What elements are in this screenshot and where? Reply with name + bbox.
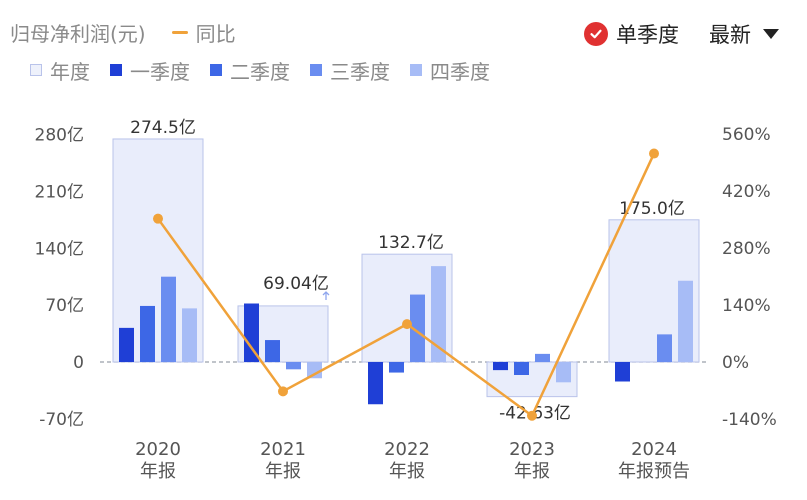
- quarter-bar-q3: [657, 334, 672, 362]
- quarter-toggle-label[interactable]: 单季度: [616, 23, 679, 47]
- legend-q1-label: 一季度: [130, 59, 190, 84]
- y-left-tick-label: 140亿: [35, 239, 84, 259]
- yoy-line-swatch: [171, 30, 188, 34]
- legend-row-quarters: 年度 一季度 二季度 三季度 四季度: [30, 56, 510, 84]
- quarter-bar-q1: [119, 327, 134, 362]
- legend-annual-label: 年度: [50, 59, 90, 84]
- up-arrow-icon: [322, 291, 330, 300]
- annual-value-label: 69.04亿: [263, 274, 329, 294]
- quarter-bar-q3: [286, 362, 301, 370]
- annual-value-label: 274.5亿: [130, 118, 196, 138]
- x-category-label: 2023 年报: [509, 439, 555, 482]
- legend-annual[interactable]: 年度: [30, 56, 90, 85]
- chart-controls: 单季度 最新: [584, 14, 779, 54]
- legend-q3[interactable]: 三季度: [310, 56, 390, 85]
- q4-swatch: [410, 64, 422, 76]
- q3-swatch: [310, 64, 322, 76]
- q1-swatch: [110, 64, 122, 76]
- x-category-label: 2022 年报: [384, 439, 430, 482]
- quarter-bar-q3: [161, 276, 176, 362]
- quarter-bar-q4: [678, 280, 693, 362]
- annual-swatch: [30, 64, 42, 76]
- y-left-tick-label: 280亿: [35, 126, 84, 146]
- quarter-bar-q4: [307, 362, 322, 379]
- chart-header: 归母净利润(元) 同比 年度 一季度 二季度 三季度 四季度: [0, 0, 807, 88]
- annual-value-label: 132.7亿: [378, 233, 444, 253]
- sort-label: 最新: [709, 23, 751, 47]
- y-left-tick-label: 0: [73, 353, 84, 373]
- legend-yoy-label: 同比: [195, 21, 236, 46]
- yoy-point: [153, 213, 163, 224]
- legend-q4[interactable]: 四季度: [410, 56, 490, 85]
- quarter-bar-q2: [514, 362, 529, 375]
- y-right-tick-label: 420%: [722, 182, 771, 202]
- quarter-bar-q1: [615, 362, 630, 382]
- quarter-bar-q1: [493, 362, 508, 371]
- annual-value-label: 175.0亿: [619, 199, 685, 219]
- quarter-bar-q3: [410, 294, 425, 362]
- y-right-tick-label: 0%: [722, 353, 749, 373]
- quarter-bar-q2: [389, 362, 404, 373]
- y-right-tick-label: -140%: [722, 410, 777, 430]
- x-category-label: 2020 年报: [135, 439, 181, 482]
- legend-q3-label: 三季度: [330, 59, 390, 84]
- quarter-bar-q4: [556, 362, 571, 383]
- caret-down-icon: [763, 29, 779, 39]
- yoy-point: [402, 319, 412, 330]
- legend-q4-label: 四季度: [430, 59, 490, 84]
- legend-q2[interactable]: 二季度: [210, 56, 290, 85]
- quarter-toggle-check-icon[interactable]: [584, 22, 608, 46]
- y-right-tick-label: 280%: [722, 239, 771, 259]
- series-title: 归母净利润(元): [10, 21, 146, 46]
- quarter-bar-q3: [535, 353, 550, 362]
- y-left-tick-label: 210亿: [35, 182, 84, 202]
- quarter-bar-q4: [431, 266, 446, 362]
- legend-q2-label: 二季度: [230, 59, 290, 84]
- yoy-point: [649, 148, 659, 159]
- y-left-tick-label: 70亿: [45, 296, 84, 316]
- quarter-bar-q2: [140, 305, 155, 362]
- x-category-label: 2021 年报: [260, 439, 306, 482]
- quarter-bar-q1: [244, 303, 259, 362]
- y-left-tick-label: -70亿: [39, 410, 84, 430]
- q2-swatch: [210, 64, 222, 76]
- yoy-point: [527, 410, 537, 421]
- quarter-bar-q4: [182, 308, 197, 362]
- legend-row-primary: 归母净利润(元) 同比: [10, 14, 236, 50]
- x-category-label: 2024 年报预告: [618, 439, 690, 482]
- yoy-point: [278, 386, 288, 397]
- y-right-tick-label: 140%: [722, 296, 771, 316]
- quarter-bar-q2: [265, 340, 280, 362]
- sort-dropdown[interactable]: 最新: [709, 19, 779, 49]
- legend-yoy[interactable]: 同比: [171, 18, 236, 47]
- y-right-tick-label: 560%: [722, 125, 771, 145]
- legend-q1[interactable]: 一季度: [110, 56, 190, 85]
- quarter-bar-q1: [368, 362, 383, 405]
